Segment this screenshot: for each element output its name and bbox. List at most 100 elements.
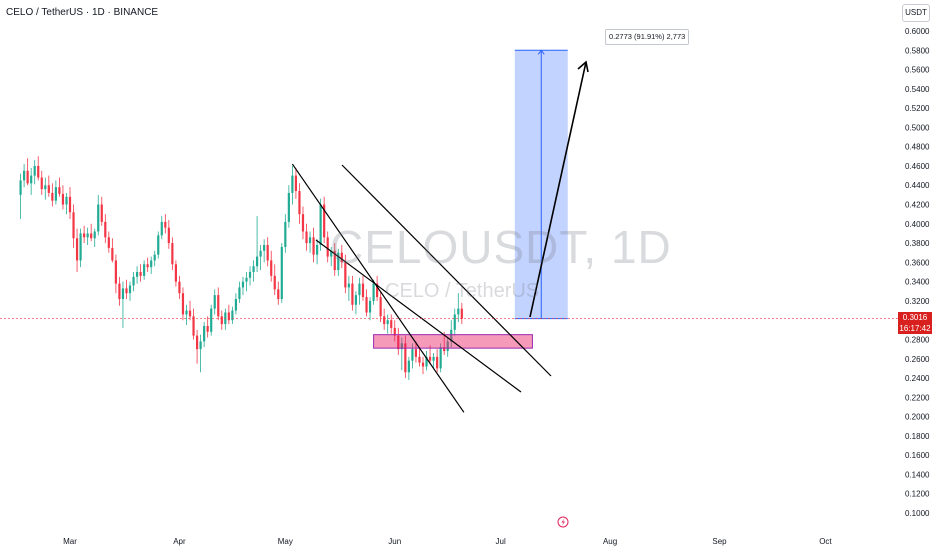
candle <box>30 167 33 195</box>
candle <box>263 239 266 263</box>
candle <box>104 214 107 244</box>
candle <box>111 238 114 263</box>
price-tick-label: 0.1000 <box>905 509 930 518</box>
price-tick-label: 0.5200 <box>905 104 930 113</box>
price-tick-label: 0.1600 <box>905 451 930 460</box>
candle <box>372 279 375 305</box>
channel-upper-trendline[interactable] <box>291 163 465 413</box>
currency-unit-badge[interactable]: USDT <box>902 4 930 22</box>
candle <box>273 264 276 296</box>
candle <box>280 243 283 303</box>
candle <box>135 266 139 284</box>
candle <box>150 256 153 274</box>
candle <box>68 187 72 219</box>
price-tick-label: 0.4400 <box>905 181 930 190</box>
candle <box>217 287 220 321</box>
candle <box>308 231 312 253</box>
candle <box>33 160 36 185</box>
channel-upper-trendline-2[interactable] <box>341 164 552 377</box>
price-tick-label: 0.3400 <box>905 278 930 287</box>
candle <box>185 304 188 326</box>
channel-lower-trendline[interactable] <box>315 239 522 393</box>
candle <box>210 304 213 336</box>
candle <box>460 302 463 325</box>
candle <box>407 356 410 380</box>
price-tick-label: 0.3800 <box>905 239 930 248</box>
candle <box>436 349 439 373</box>
candle <box>241 276 245 296</box>
candle <box>316 239 319 265</box>
price-tick-label: 0.1800 <box>905 432 930 441</box>
candle <box>234 293 238 315</box>
drawings[interactable] <box>291 49 589 413</box>
candle <box>128 281 132 301</box>
candle <box>90 223 93 242</box>
price-tick-label: 0.2200 <box>905 393 930 402</box>
date-tick-label: May <box>278 537 293 546</box>
candle <box>178 275 181 299</box>
candle <box>383 308 386 330</box>
candle <box>450 320 453 348</box>
candle <box>47 175 50 197</box>
candle <box>206 316 209 338</box>
candle <box>245 272 248 292</box>
candle <box>365 289 368 317</box>
candle <box>100 196 103 226</box>
candle <box>397 327 400 355</box>
candle <box>164 214 167 234</box>
candle <box>252 260 255 282</box>
candle <box>213 289 216 315</box>
candle <box>298 183 301 224</box>
candle <box>305 223 308 251</box>
symbol-watermark-description: CELO / TetherUS <box>385 280 540 302</box>
candle <box>44 177 47 200</box>
price-tick-label: 0.4800 <box>905 143 930 152</box>
candle <box>323 196 326 244</box>
projection-arrow-line[interactable] <box>529 61 587 318</box>
date-tick-label: Mar <box>63 537 77 546</box>
candle <box>188 300 192 321</box>
candle <box>266 237 269 267</box>
date-tick-label: Jul <box>496 537 506 546</box>
candles <box>19 156 463 380</box>
candle <box>347 275 350 301</box>
lightning-icon[interactable] <box>557 516 569 528</box>
candle <box>238 281 241 303</box>
symbol-watermark: CELOUSDT, 1D <box>330 221 672 273</box>
candle <box>393 320 396 342</box>
candle <box>37 156 40 181</box>
price-tick-label: 0.2600 <box>905 355 930 364</box>
symbol-title: CELO / TetherUS · 1D · BINANCE <box>6 7 159 18</box>
time-axis[interactable]: Mar Apr May Jun Jul Aug Sep Oct <box>63 537 832 546</box>
candle <box>453 308 456 336</box>
candle <box>319 198 322 251</box>
price-tick-label: 0.2000 <box>905 413 930 422</box>
candle <box>171 237 174 271</box>
candle <box>83 225 86 244</box>
price-axis[interactable]: 0.6000 0.5800 0.5600 0.5400 0.5200 0.5000 0.48… <box>905 27 930 518</box>
candle <box>143 260 146 280</box>
price-tick-label: 0.3600 <box>905 258 930 267</box>
candle <box>404 335 407 379</box>
candle <box>284 214 287 253</box>
candle <box>457 293 460 323</box>
date-tick-label: Jun <box>388 537 401 546</box>
candle <box>107 231 110 253</box>
candle <box>121 281 125 328</box>
candle <box>192 308 195 340</box>
candle <box>400 337 403 371</box>
candle <box>23 164 26 188</box>
candle <box>181 287 185 321</box>
candle <box>153 250 156 267</box>
candle <box>418 347 421 367</box>
price-tick-label: 0.1400 <box>905 470 930 479</box>
candle <box>118 276 121 306</box>
price-tick-label: 0.5000 <box>905 123 930 132</box>
candle <box>301 206 305 240</box>
price-tick-label: 0.2400 <box>905 374 930 383</box>
candle <box>146 257 149 272</box>
date-tick-label: Apr <box>173 537 186 546</box>
candle <box>294 167 298 199</box>
candle <box>54 180 57 205</box>
